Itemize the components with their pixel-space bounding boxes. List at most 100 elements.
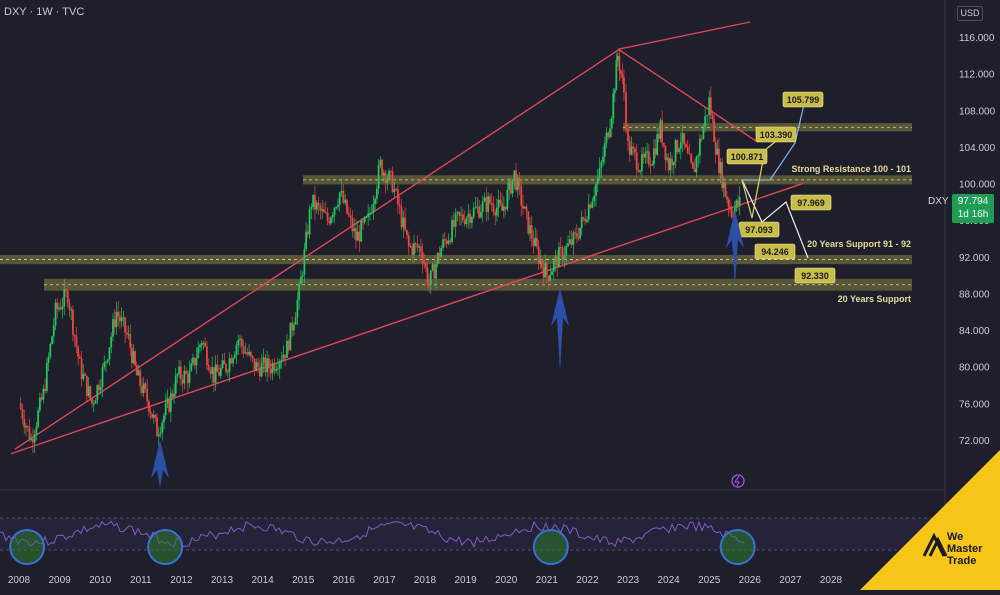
x-tick-label-20: 2028 — [820, 575, 843, 586]
candle-body — [671, 159, 673, 166]
candle-body — [173, 394, 175, 397]
candle-body — [638, 170, 640, 172]
candle-body — [697, 155, 699, 157]
candle-body — [646, 151, 648, 152]
candle-body — [487, 196, 489, 212]
candle-body — [302, 275, 304, 277]
candle-body — [498, 200, 500, 208]
x-tick-label-14: 2022 — [576, 575, 599, 586]
candle-body — [723, 182, 725, 188]
candle-body — [588, 204, 590, 219]
candle-body — [69, 303, 71, 310]
candle-body — [460, 215, 462, 216]
candle-body — [541, 260, 543, 267]
candle-body — [485, 197, 487, 212]
candle-body — [440, 248, 442, 257]
candle-body — [435, 264, 437, 278]
candle-body — [93, 404, 95, 405]
candle-body — [216, 365, 218, 372]
candle-body — [243, 346, 245, 353]
candle-body — [444, 239, 446, 240]
candle-body — [457, 212, 459, 214]
candle-body — [536, 238, 538, 247]
candle-body — [675, 140, 677, 162]
candle-body — [210, 370, 212, 374]
candle-body — [402, 218, 404, 228]
candle-body — [312, 195, 314, 207]
candle-body — [410, 246, 412, 247]
candle-body — [364, 217, 366, 222]
y-tick-label-4: 100.000 — [959, 180, 996, 191]
candle-body — [597, 178, 599, 185]
candle-body — [353, 228, 355, 231]
osc-highlight-circle-2 — [534, 530, 568, 564]
candle-body — [505, 207, 507, 210]
candle-body — [517, 178, 519, 190]
candle-body — [158, 434, 160, 436]
candle-body — [451, 220, 453, 242]
candle-body — [386, 179, 388, 183]
candle-body — [432, 264, 434, 270]
candle-body — [669, 159, 671, 171]
price-label-0: 105.799 — [787, 95, 820, 105]
candle-body — [63, 289, 65, 306]
candle-body — [553, 261, 555, 271]
candle-body — [524, 207, 526, 209]
logo-line-3: Trade — [947, 555, 982, 567]
candle-body — [381, 160, 383, 176]
candle-body — [150, 412, 152, 414]
candle-body — [360, 221, 362, 242]
candle-body — [590, 204, 592, 207]
candle-body — [556, 256, 558, 268]
candle-body — [458, 212, 460, 216]
candle-body — [303, 249, 305, 275]
candle-body — [165, 403, 167, 415]
candle-body — [555, 256, 557, 261]
y-tick-label-0: 116.000 — [959, 33, 995, 44]
candle-body — [731, 208, 733, 216]
candle-body — [74, 335, 76, 337]
candle-body — [293, 325, 295, 331]
candle-body — [76, 337, 78, 347]
candle-body — [161, 422, 163, 432]
candle-body — [95, 400, 97, 403]
price-label-2: 100.871 — [731, 152, 764, 162]
candle-body — [128, 334, 130, 335]
candle-body — [330, 218, 332, 224]
candle-body — [529, 225, 531, 233]
candle-body — [22, 409, 24, 419]
candle-body — [314, 195, 316, 210]
candle-body — [710, 97, 712, 115]
candle-body — [325, 212, 327, 213]
candle-body — [98, 385, 100, 390]
candle-body — [172, 393, 174, 397]
candle-body — [430, 270, 432, 285]
candle-body — [183, 371, 185, 383]
candle-body — [143, 383, 145, 393]
candle-body — [385, 173, 387, 184]
candle-body — [473, 208, 475, 217]
candle-body — [737, 200, 739, 206]
candle-body — [151, 414, 153, 418]
candle-body — [425, 264, 427, 267]
candle-body — [595, 184, 597, 196]
candle-body — [513, 170, 515, 179]
candle-body — [79, 357, 81, 359]
candle-body — [273, 363, 275, 371]
price-label-6: 92.330 — [801, 271, 829, 281]
candle-body — [84, 374, 86, 376]
zone-label-3: 20 Years Support — [838, 294, 911, 304]
candle-body — [478, 206, 480, 217]
candle-body — [643, 154, 645, 157]
candle-body — [692, 162, 694, 168]
candle-body — [604, 143, 606, 157]
currency-button[interactable]: USD — [957, 6, 983, 21]
candle-body — [565, 246, 567, 255]
candle-body — [632, 147, 634, 149]
candle-body — [694, 169, 696, 172]
candle-body — [578, 238, 580, 239]
candle-body — [715, 142, 717, 155]
candle-body — [56, 303, 58, 310]
